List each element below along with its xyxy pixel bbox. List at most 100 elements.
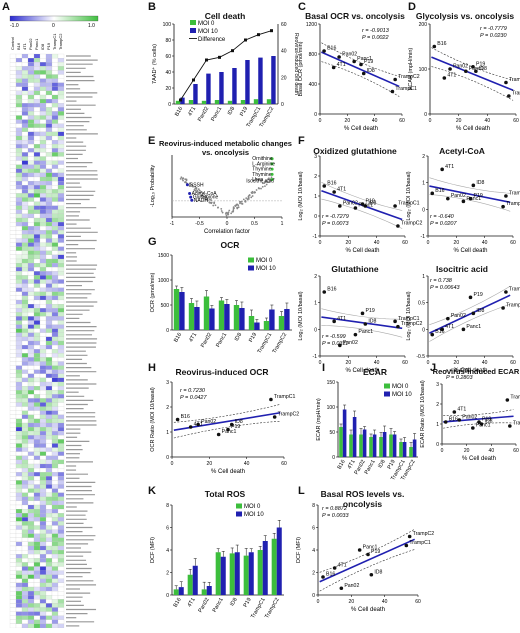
- point-label: 4T1: [194, 422, 203, 428]
- x-tick-label: 20: [456, 118, 462, 124]
- y-tick-label: 1: [314, 301, 317, 307]
- confidence-band: [431, 66, 514, 101]
- y2-tick-label: 40: [281, 49, 287, 55]
- bar: [278, 316, 285, 330]
- x-tick-label: 60: [513, 118, 519, 124]
- data-point: [464, 69, 468, 74]
- volcano-point: [193, 189, 196, 191]
- data-point: [446, 316, 450, 321]
- x-tick-label: 0: [319, 240, 322, 246]
- data-point: [393, 319, 397, 324]
- x-tick-label: 60: [415, 599, 421, 605]
- y-axis-label: Log₂ (MOI 10/basal): [406, 171, 412, 220]
- x-tick-label: 0: [441, 448, 444, 454]
- volcano-point: [250, 196, 253, 199]
- bar: [194, 307, 200, 330]
- y-axis-label: OCR (pmol/min): [150, 272, 156, 312]
- data-point: [369, 572, 374, 577]
- y-axis-label: Log₂ (MOI 10/basal): [298, 171, 304, 220]
- y-tick-label: 1: [436, 422, 439, 428]
- point-label: TrampC2: [513, 421, 520, 427]
- legend-label: MOI 10: [392, 392, 412, 398]
- point-label: Pan02: [451, 193, 466, 199]
- volcano-point: [237, 206, 240, 209]
- confidence-band: [173, 420, 281, 439]
- point-label: ID8: [235, 419, 243, 425]
- y-tick-label: -1: [313, 234, 318, 240]
- highlight-point: [270, 162, 274, 166]
- x-axis-label: % Cell death: [456, 126, 490, 132]
- x-tick-label: 0: [429, 118, 432, 124]
- bar: [206, 73, 211, 104]
- category-label: Pan02: [198, 597, 211, 614]
- stat-r: r = 0.7230: [180, 388, 206, 394]
- point-label: P19: [231, 424, 240, 430]
- point-label: Panc1: [466, 324, 481, 330]
- confidence-band: [321, 198, 403, 229]
- category-label: P19: [243, 597, 253, 608]
- bar: [379, 437, 383, 457]
- bar: [173, 589, 179, 595]
- data-point: [430, 332, 435, 337]
- x-tick-label: 1: [281, 221, 284, 227]
- data-point: [332, 319, 336, 324]
- volcano-point: [227, 212, 230, 215]
- point-label: P19: [482, 417, 491, 423]
- bar: [224, 304, 230, 330]
- x-tick-label: 20: [346, 360, 352, 366]
- category-label: 4T1: [187, 597, 197, 608]
- x-tick-label: -0.5: [195, 221, 204, 227]
- x-tick-label: 40: [482, 360, 488, 366]
- legend-swatch: [236, 503, 242, 509]
- y-tick-label: 0: [332, 455, 335, 461]
- data-point: [361, 71, 366, 76]
- panel-e-title: Reovirus-induced metabolic changes vs. o…: [159, 139, 292, 157]
- bar: [243, 555, 249, 595]
- point-label: Panc1: [222, 429, 237, 435]
- difference-marker: [205, 58, 208, 62]
- volcano-point: [261, 185, 264, 188]
- point-label: TrampC1: [398, 201, 420, 207]
- data-point: [188, 425, 193, 429]
- data-point: [359, 62, 363, 67]
- confidence-band: [321, 308, 403, 320]
- bar: [248, 552, 254, 595]
- bar: [201, 100, 207, 104]
- category-label: P19: [239, 106, 249, 117]
- highlight-point: [185, 183, 189, 187]
- difference-marker: [231, 49, 234, 53]
- volcano-point: [253, 191, 255, 194]
- y-tick-label: 3: [314, 154, 317, 160]
- legend-label: MOI 10: [256, 266, 276, 272]
- stat-p: P = 0.2803: [446, 375, 473, 381]
- data-point: [505, 398, 510, 402]
- difference-line: [180, 30, 272, 101]
- point-label: ID8: [367, 68, 375, 74]
- bar: [359, 434, 363, 457]
- bar: [219, 72, 224, 104]
- bar: [218, 300, 225, 330]
- data-point: [504, 290, 508, 294]
- panel-d-title: Glycolysis vs. oncolysis: [415, 11, 515, 21]
- y-axis-label: ECAR (mpH/min): [408, 48, 414, 91]
- bar: [382, 432, 387, 457]
- highlight-point: [270, 172, 274, 176]
- y-axis-label: OCR Ratio (MOI 10/basal): [150, 387, 156, 452]
- point-label: TrampC1: [395, 86, 417, 92]
- x-tick-label: 60: [402, 360, 408, 366]
- data-point: [504, 194, 508, 198]
- bar: [389, 434, 393, 457]
- bar: [342, 409, 347, 457]
- volcano-point: [213, 201, 216, 204]
- data-point: [339, 586, 344, 591]
- data-point: [501, 204, 505, 209]
- point-label: B16: [435, 329, 444, 335]
- data-point: [196, 422, 200, 427]
- data-point: [363, 204, 368, 208]
- y-axis-label: Basal OCR (pmol/min): [298, 41, 304, 96]
- x-axis-label: % Cell death: [351, 607, 385, 613]
- point-label: Pan02: [343, 201, 358, 207]
- data-point: [452, 410, 457, 414]
- y-tick-label: 8: [312, 503, 315, 509]
